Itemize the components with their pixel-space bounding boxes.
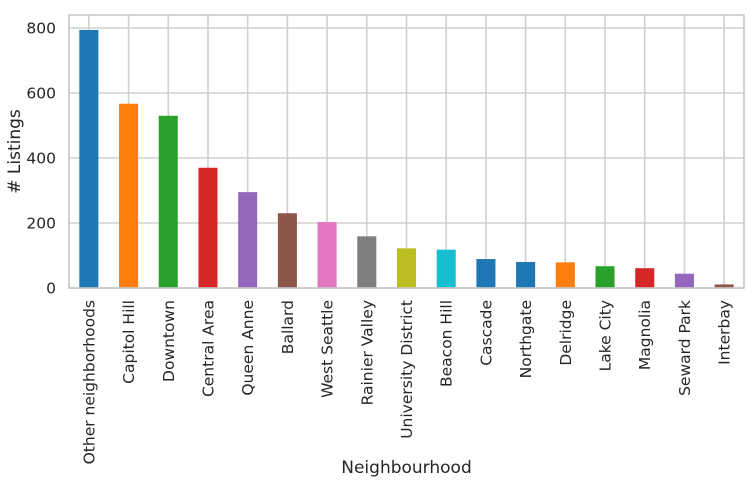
y-tick-label-600: 600 [26,85,56,103]
bar-seward-park [674,273,694,288]
x-tick-labels: Other neighborhoods Capitol Hill Downtown C… [80,300,733,464]
y-tick-label-0: 0 [46,280,56,298]
y-tick-labels: 0 200 400 600 800 [26,20,56,298]
bar-queen-anne [238,192,258,288]
bar-delridge [555,262,575,288]
x-tick-label-seward-park: Seward Park [676,300,694,396]
bars [79,29,734,288]
y-tick-label-400: 400 [26,150,56,168]
bar-beacon-hill [436,249,456,288]
x-tick-label-ballard: Ballard [279,300,297,354]
bar-downtown [158,115,178,288]
y-axis-label: # Listings [5,109,25,194]
bar-lake-city [595,266,615,288]
x-tick-label-capitol-hill: Capitol Hill [120,300,138,384]
x-tick-label-downtown: Downtown [160,300,178,382]
x-tick-label-university-district: University District [398,300,416,439]
plot-frame [68,14,745,289]
x-tick-label-rainier-valley: Rainier Valley [358,300,376,405]
bar-capitol-hill [119,103,139,288]
bar-magnolia [635,268,655,288]
x-tick-label-interbay: Interbay [716,300,734,365]
bar-university-district [396,248,417,288]
bar-northgate [516,262,536,288]
bar-cascade [476,259,496,288]
bar-ballard [277,213,297,288]
x-tick-label-queen-anne: Queen Anne [239,300,257,396]
x-tick-label-other-neighborhoods: Other neighborhoods [80,300,98,464]
x-tick-label-lake-city: Lake City [597,300,615,371]
y-tick-label-800: 800 [26,20,56,38]
x-tick-label-cascade: Cascade [477,300,495,366]
bar-west-seattle [317,222,337,288]
x-tick-label-magnolia: Magnolia [636,300,654,370]
bar-other-neighborhoods [79,29,99,288]
x-tick-label-west-seattle: West Seattle [319,300,337,398]
x-tick-label-central-area: Central Area [199,300,217,397]
x-axis-label: Neighbourhood [341,458,472,478]
x-tick-label-northgate: Northgate [517,300,535,378]
y-tick-label-200: 200 [26,215,56,233]
bar-central-area [198,167,218,288]
x-tick-label-delridge: Delridge [557,300,575,366]
bar-interbay [714,284,734,288]
bar-rainier-valley [357,236,377,288]
x-tick-label-beacon-hill: Beacon Hill [438,300,456,387]
